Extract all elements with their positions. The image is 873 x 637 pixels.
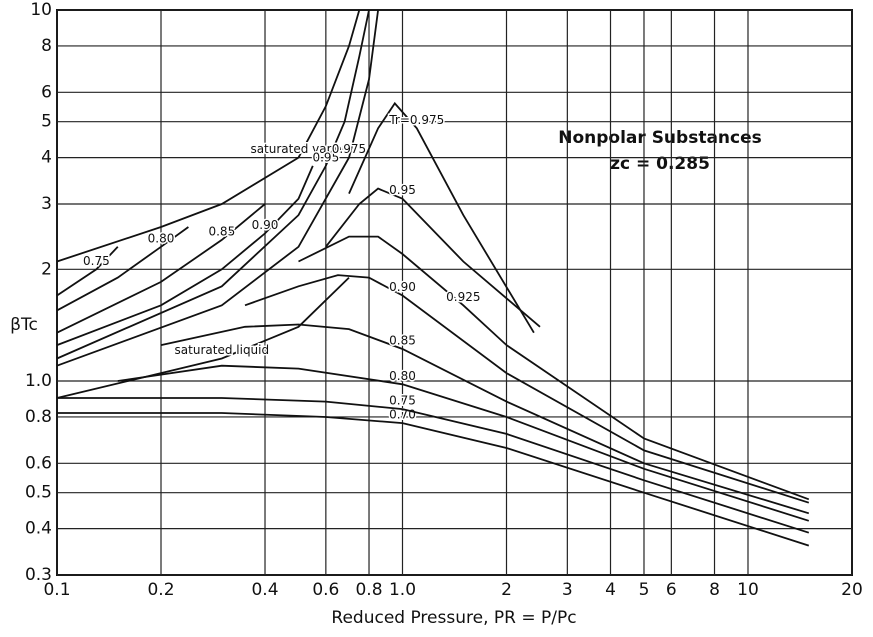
curve-label: 0.80	[389, 369, 416, 383]
x-tick-label: 3	[562, 580, 573, 600]
x-tick-label: 0.6	[312, 580, 339, 600]
x-tick-label: 5	[639, 580, 650, 600]
curve	[56, 276, 350, 399]
x-tick-label: 20	[841, 580, 863, 600]
y-tick-label: 0.5	[25, 483, 52, 503]
curve	[160, 323, 810, 515]
x-tick-label: 0.1	[43, 580, 70, 600]
curve	[298, 235, 810, 501]
curve	[56, 165, 314, 346]
y-axis-label: βTc	[10, 315, 38, 335]
curve-label: 0.925	[446, 290, 480, 304]
curve-label: 0.80	[148, 231, 175, 245]
curve-label: saturated vapor	[250, 142, 346, 156]
annotation: zc = 0.285	[610, 154, 710, 174]
y-tick-label: 0.8	[25, 407, 52, 427]
curve-label: 0.85	[389, 333, 416, 347]
curve-label: 0.75	[389, 394, 416, 408]
x-tick-label: 1.0	[389, 580, 416, 600]
curve	[57, 412, 810, 547]
y-tick-label: 6	[41, 82, 52, 102]
curve-label: Tr=0.975	[388, 113, 444, 127]
curve-label: 0.975	[332, 142, 366, 156]
curve	[56, 9, 370, 360]
y-tick-label: 2	[41, 259, 52, 279]
curve	[56, 9, 361, 263]
curve-label: 0.95	[312, 150, 339, 164]
curve-label: 0.90	[252, 218, 279, 232]
x-tick-label: 4	[605, 580, 616, 600]
y-tick-label: 8	[41, 36, 52, 56]
y-tick-label: 10	[30, 0, 52, 20]
curve	[325, 187, 541, 328]
curve-label: 0.75	[83, 254, 110, 268]
y-tick-label: 5	[41, 112, 52, 132]
x-tick-label: 0.8	[355, 580, 382, 600]
y-tick-label: 0.6	[25, 453, 52, 473]
annotation-background	[560, 124, 760, 178]
y-tick-label: 0.3	[25, 565, 52, 585]
x-tick-label: 2	[501, 580, 512, 600]
curve	[348, 101, 535, 334]
y-tick-label: 0.4	[25, 519, 52, 539]
annotation: Nonpolar Substances	[558, 128, 762, 148]
curve-label: 0.90	[389, 280, 416, 294]
curve	[244, 274, 810, 504]
x-tick-label: 0.2	[147, 580, 174, 600]
x-tick-label: 10	[737, 580, 759, 600]
curve	[117, 364, 810, 522]
curve-label: 0.85	[208, 224, 235, 238]
x-axis-label: Reduced Pressure, PR = P/Pc	[331, 608, 576, 628]
curve	[56, 246, 119, 297]
x-tick-label: 0.4	[251, 580, 278, 600]
curve	[56, 203, 266, 334]
curve-label: 0.95	[389, 183, 416, 197]
x-tick-label: 8	[709, 580, 720, 600]
curve	[56, 9, 379, 367]
y-tick-label: 1.0	[25, 371, 52, 391]
y-tick-label: 3	[41, 194, 52, 214]
curve	[56, 226, 189, 312]
x-tick-label: 6	[666, 580, 677, 600]
curve	[57, 397, 810, 534]
curve-label: saturated liquid	[175, 343, 270, 357]
y-tick-label: 4	[41, 148, 52, 168]
